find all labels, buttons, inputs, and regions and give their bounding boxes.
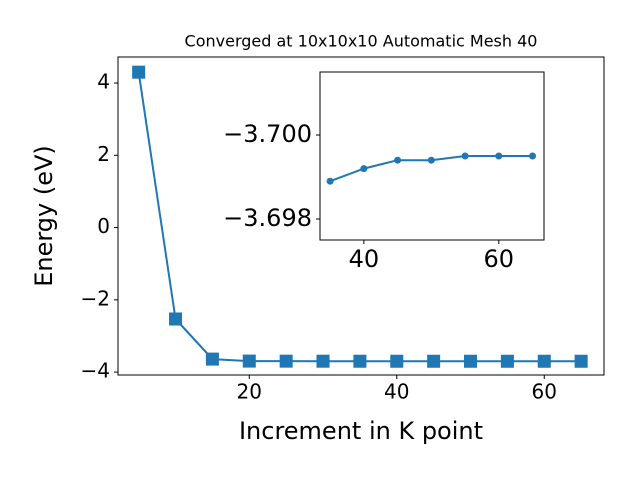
marker <box>390 354 404 368</box>
marker <box>464 354 478 368</box>
marker <box>500 354 514 368</box>
marker <box>461 152 469 160</box>
y-tick-label: 0 <box>97 214 110 238</box>
y-axis-label: Energy (eV) <box>30 145 58 287</box>
x-tick-label: 60 <box>484 245 515 273</box>
marker <box>529 152 537 160</box>
marker <box>169 312 183 326</box>
marker <box>360 165 368 173</box>
marker <box>242 354 256 368</box>
marker <box>495 152 503 160</box>
marker <box>537 354 551 368</box>
marker <box>205 352 219 366</box>
y-tick-label: 4 <box>97 70 110 94</box>
chart-title: Converged at 10x10x10 Automatic Mesh 40 <box>185 32 538 51</box>
marker <box>316 354 330 368</box>
marker <box>353 354 367 368</box>
y-tick-label: −3.700 <box>223 120 312 148</box>
marker <box>427 354 441 368</box>
marker <box>574 354 588 368</box>
y-tick-label: −4 <box>81 359 110 383</box>
marker <box>427 156 435 164</box>
x-tick-label: 60 <box>532 380 557 404</box>
marker <box>279 354 293 368</box>
marker <box>132 65 146 79</box>
x-axis-label: Increment in K point <box>239 417 483 445</box>
y-tick-label: 2 <box>97 142 110 166</box>
x-tick-label: 40 <box>349 245 380 273</box>
y-tick-label: −3.698 <box>223 204 312 232</box>
x-tick-label: 40 <box>384 380 409 404</box>
y-tick-label: −2 <box>81 286 110 310</box>
x-tick-label: 20 <box>237 380 262 404</box>
marker <box>394 156 402 164</box>
marker <box>326 177 334 185</box>
